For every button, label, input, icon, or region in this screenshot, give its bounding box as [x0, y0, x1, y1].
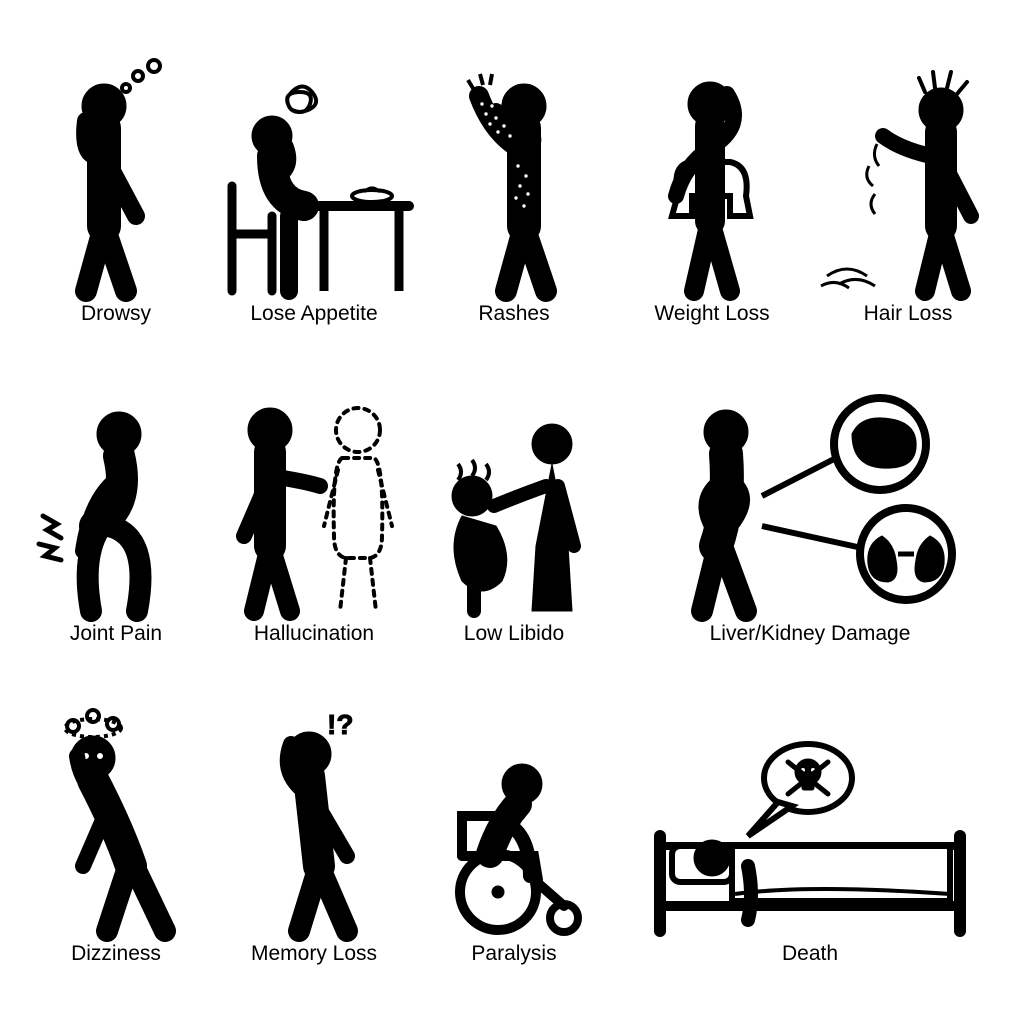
cell-hallucination: Hallucination: [214, 344, 414, 664]
cell-memory-loss: !? Memory Loss: [214, 664, 414, 984]
liver-kidney-icon: [614, 344, 1006, 616]
svg-text:!?: !?: [327, 709, 353, 740]
cell-dizziness: Dizziness: [18, 664, 214, 984]
joint-pain-icon: [18, 344, 214, 616]
paralysis-icon: [414, 664, 614, 936]
cell-low-libido: Low Libido: [414, 344, 614, 664]
cell-death: Death: [614, 664, 1006, 984]
caption: Memory Loss: [251, 942, 377, 966]
cell-hair-loss: Hair Loss: [810, 24, 1006, 344]
cell-rashes: Rashes: [414, 24, 614, 344]
caption: Paralysis: [471, 942, 556, 966]
low-libido-icon: [414, 344, 614, 616]
lose-appetite-icon: [214, 24, 414, 296]
caption: Rashes: [478, 302, 549, 326]
cell-paralysis: Paralysis: [414, 664, 614, 984]
caption: Death: [782, 942, 838, 966]
caption: Lose Appetite: [250, 302, 377, 326]
caption: Dizziness: [71, 942, 161, 966]
caption: Liver/Kidney Damage: [710, 622, 911, 646]
caption: Hallucination: [254, 622, 374, 646]
caption: Weight Loss: [654, 302, 769, 326]
death-icon: [614, 664, 1006, 936]
cell-lose-appetite: Lose Appetite: [214, 24, 414, 344]
hallucination-icon: [214, 344, 414, 616]
caption: Hair Loss: [864, 302, 953, 326]
caption: Low Libido: [464, 622, 564, 646]
pictogram-grid: Drowsy: [0, 0, 1024, 1024]
caption: Drowsy: [81, 302, 151, 326]
cell-joint-pain: Joint Pain: [18, 344, 214, 664]
cell-weight-loss: Weight Loss: [614, 24, 810, 344]
cell-drowsy: Drowsy: [18, 24, 214, 344]
memory-loss-icon: !?: [214, 664, 414, 936]
weight-loss-icon: [614, 24, 810, 296]
dizziness-icon: [18, 664, 214, 936]
hair-loss-icon: [810, 24, 1006, 296]
caption: Joint Pain: [70, 622, 162, 646]
cell-liver-kidney: Liver/Kidney Damage: [614, 344, 1006, 664]
rashes-icon: [414, 24, 614, 296]
drowsy-icon: [18, 24, 214, 296]
